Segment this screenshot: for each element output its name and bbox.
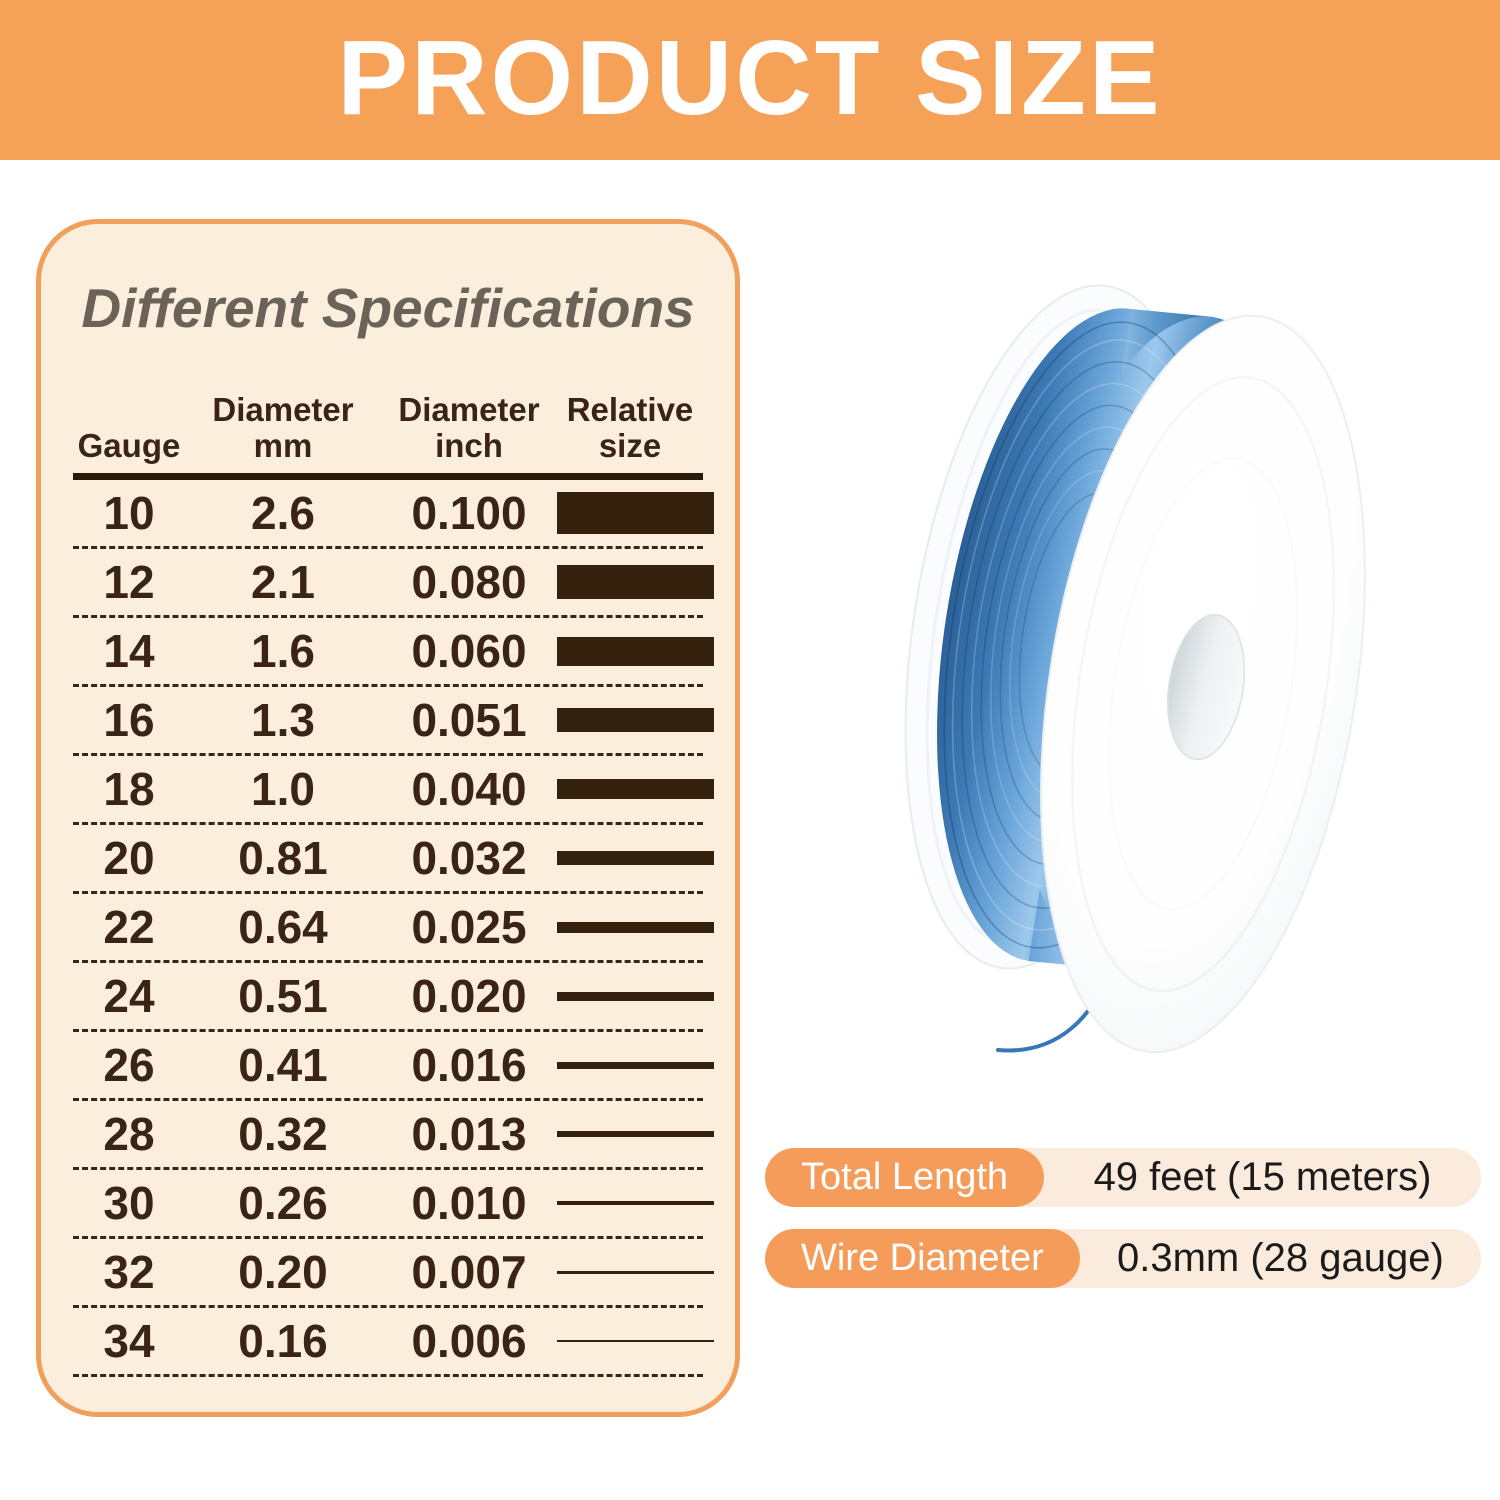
- header-cell-diameter-inch: Diameter inch: [398, 391, 540, 464]
- header-cell-diameter-mm: Diameter mm: [212, 391, 354, 464]
- gauge-cell: 20: [103, 832, 155, 885]
- header-cell-relative-size: Relative size: [566, 391, 694, 464]
- spec-card: Different Specifications Gauge Diameter …: [36, 219, 740, 1417]
- diameter-inch-cell: 0.040: [411, 763, 527, 816]
- banner: PRODUCT SIZE: [0, 0, 1500, 160]
- table-row: 26 0.41 0.016: [73, 1032, 714, 1102]
- relative-size-bar: [557, 565, 714, 600]
- diameter-inch-cell: 0.080: [411, 556, 527, 609]
- diameter-mm-cell: 1.6: [251, 625, 315, 678]
- diameter-inch-cell: 0.100: [411, 487, 527, 540]
- spool-hub-hole: [1166, 613, 1246, 761]
- diameter-inch-cell: 0.007: [411, 1246, 527, 1299]
- header-cell-gauge: Gauge: [77, 426, 181, 464]
- gauge-cell: 10: [103, 487, 155, 540]
- diameter-inch-cell: 0.016: [411, 1039, 527, 1092]
- gauge-cell: 28: [103, 1108, 155, 1161]
- relative-size-bar: [557, 1201, 714, 1206]
- relative-size-bar: [557, 1131, 714, 1138]
- table-row: 28 0.32 0.013: [73, 1101, 714, 1171]
- table-row: 16 1.3 0.051: [73, 687, 714, 757]
- diameter-inch-cell: 0.013: [411, 1108, 527, 1161]
- table-row: 12 2.1 0.080: [73, 549, 714, 619]
- diameter-inch-cell: 0.025: [411, 901, 527, 954]
- diameter-mm-cell: 2.6: [251, 487, 315, 540]
- total-length-label-pill: Total Length: [765, 1148, 1045, 1207]
- spec-table: Gauge Diameter mm Diameter inch Relative…: [73, 391, 714, 1378]
- diameter-mm-cell: 0.26: [238, 1177, 328, 1230]
- table-row: 24 0.51 0.020: [73, 963, 714, 1033]
- table-row: 14 1.6 0.060: [73, 618, 714, 688]
- relative-size-bar: [557, 991, 714, 1001]
- gauge-cell: 22: [103, 901, 155, 954]
- diameter-mm-cell: 0.51: [238, 970, 328, 1023]
- relative-size-bar: [557, 1270, 714, 1274]
- gauge-cell: 32: [103, 1246, 155, 1299]
- diameter-mm-cell: 0.20: [238, 1246, 328, 1299]
- diameter-inch-cell: 0.051: [411, 694, 527, 747]
- relative-size-bar: [557, 636, 714, 666]
- diameter-mm-cell: 0.81: [238, 832, 328, 885]
- gauge-cell: 24: [103, 970, 155, 1023]
- relative-size-bar: [557, 779, 714, 800]
- diameter-mm-cell: 0.41: [238, 1039, 328, 1092]
- diameter-inch-cell: 0.020: [411, 970, 527, 1023]
- spec-card-title: Different Specifications: [81, 277, 695, 339]
- diameter-mm-cell: 0.32: [238, 1108, 328, 1161]
- diameter-inch-cell: 0.032: [411, 832, 527, 885]
- relative-size-bar: [557, 851, 714, 866]
- diameter-inch-cell: 0.006: [411, 1315, 527, 1368]
- gauge-cell: 34: [103, 1315, 155, 1368]
- diameter-inch-cell: 0.010: [411, 1177, 527, 1230]
- table-row: 30 0.26 0.010: [73, 1170, 714, 1240]
- gauge-cell: 18: [103, 763, 155, 816]
- info-row-total-length: Total Length 49 feet (15 meters): [765, 1148, 1481, 1207]
- wire-diameter-value: 0.3mm (28 gauge): [1116, 1236, 1444, 1280]
- info-row-wire-diameter: Wire Diameter 0.3mm (28 gauge): [765, 1229, 1481, 1288]
- gauge-cell: 16: [103, 694, 155, 747]
- diameter-mm-cell: 2.1: [251, 556, 315, 609]
- wire-spool-photo: [904, 284, 1366, 1054]
- relative-size-bar: [557, 708, 714, 733]
- spec-table-body: 10 2.6 0.100 12 2.1 0.080 14 1.6 0.060 1…: [73, 480, 714, 1378]
- total-length-value: 49 feet (15 meters): [1093, 1155, 1432, 1199]
- diameter-inch-cell: 0.060: [411, 625, 527, 678]
- table-row: 34 0.16 0.006: [73, 1308, 714, 1378]
- gauge-cell: 14: [103, 625, 155, 678]
- relative-size-bar: [557, 492, 714, 535]
- spec-table-header: Gauge Diameter mm Diameter inch Relative…: [73, 391, 703, 481]
- relative-size-bar: [557, 1061, 714, 1069]
- diameter-mm-cell: 1.0: [251, 763, 315, 816]
- gauge-cell: 30: [103, 1177, 155, 1230]
- table-row: 32 0.20 0.007: [73, 1239, 714, 1309]
- gauge-cell: 12: [103, 556, 155, 609]
- banner-title: PRODUCT SIZE: [337, 19, 1163, 137]
- diameter-mm-cell: 0.16: [238, 1315, 328, 1368]
- diameter-mm-cell: 0.64: [238, 901, 328, 954]
- relative-size-bar: [557, 921, 714, 933]
- table-row: 10 2.6 0.100: [73, 480, 714, 550]
- gauge-cell: 26: [103, 1039, 155, 1092]
- relative-size-bar: [557, 1340, 714, 1343]
- table-row: 18 1.0 0.040: [73, 756, 714, 826]
- table-row: 20 0.81 0.032: [73, 825, 714, 895]
- wire-diameter-label-pill: Wire Diameter: [765, 1229, 1080, 1288]
- table-row: 22 0.64 0.025: [73, 894, 714, 964]
- info-rows: Total Length 49 feet (15 meters) Wire Di…: [765, 1148, 1481, 1310]
- diameter-mm-cell: 1.3: [251, 694, 315, 747]
